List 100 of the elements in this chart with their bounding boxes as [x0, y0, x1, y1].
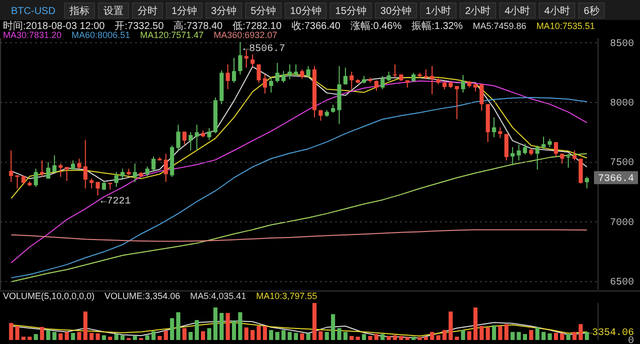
- bar: [34, 334, 38, 340]
- bar: [374, 334, 378, 340]
- bar: [560, 333, 564, 340]
- candlestick: [392, 64, 398, 78]
- candlestick: [120, 168, 125, 180]
- bar: [21, 336, 26, 340]
- candlestick: [350, 71, 354, 90]
- bar: [368, 336, 372, 340]
- bar: [424, 336, 428, 340]
- bar: [132, 336, 137, 340]
- bar: [498, 326, 502, 340]
- bar: [350, 336, 354, 340]
- candlestick: [34, 168, 38, 188]
- text: 开:7332.50: [114, 21, 164, 32]
- text: MA60:8006.51: [72, 30, 130, 40]
- bar: [486, 327, 490, 340]
- candlestick: [566, 153, 570, 168]
- candlestick: [454, 86, 459, 120]
- candlestick: [542, 136, 546, 150]
- bar: [442, 330, 447, 340]
- candlestick: [70, 160, 76, 171]
- bar: [9, 322, 14, 340]
- annotation: 7366.4: [598, 174, 634, 186]
- bar: [331, 314, 336, 340]
- bar: [436, 335, 440, 340]
- candlestick: [151, 156, 156, 171]
- candlestick: [554, 142, 558, 157]
- bar: [504, 324, 508, 340]
- y-tick-label: 6500: [610, 278, 634, 289]
- bar: [516, 332, 521, 340]
- bar: [102, 335, 106, 340]
- bar: [176, 312, 180, 340]
- bar: [356, 336, 360, 340]
- candlestick: [516, 144, 521, 161]
- bar: [170, 318, 174, 340]
- candlestick: [522, 143, 528, 155]
- candlestick: [232, 57, 236, 84]
- candlestick: [226, 64, 230, 90]
- text: MA30:7831.20: [3, 30, 62, 40]
- bar: [386, 336, 391, 340]
- bar: [306, 333, 310, 340]
- y-tick-label: 7000: [610, 218, 634, 229]
- y-tick-label: 8500: [610, 38, 634, 50]
- bar: [572, 332, 577, 340]
- text: 高:7378.40: [174, 20, 224, 32]
- bar: [232, 320, 236, 340]
- candlestick: [374, 80, 378, 92]
- candlestick: [182, 131, 186, 146]
- bar: [64, 332, 69, 340]
- candlestick: [83, 139, 88, 189]
- bar: [343, 332, 348, 340]
- bar: [164, 330, 168, 340]
- candlestick: [250, 54, 255, 68]
- candlestick: [46, 162, 50, 180]
- bar: [529, 330, 534, 340]
- candlestick: [492, 116, 496, 138]
- candlestick: [294, 64, 298, 76]
- text: VOLUME:3,354.06: [104, 291, 180, 301]
- text: BTC-USD: [11, 6, 56, 17]
- candlestick: [9, 150, 14, 182]
- text: MA360:6932.07: [214, 30, 278, 40]
- text: 4小时: [544, 5, 570, 17]
- text: MA5:4,035.41: [190, 291, 246, 301]
- bar: [294, 332, 298, 340]
- candlestick: [318, 110, 323, 122]
- candlestick: [90, 178, 94, 189]
- text: 时间:2018-08-03 12:00: [3, 20, 106, 32]
- bar: [392, 335, 398, 340]
- candlestick: [176, 124, 180, 152]
- candlestick: [560, 153, 564, 164]
- candlestick: [281, 70, 286, 84]
- bar: [324, 332, 329, 340]
- candlestick: [300, 68, 304, 80]
- bar: [492, 325, 496, 340]
- candlestick: [275, 62, 280, 84]
- y-tick-label: 7500: [610, 158, 634, 170]
- bar: [554, 332, 558, 340]
- candlestick: [461, 74, 466, 94]
- text: 2小时: [465, 5, 491, 17]
- bar: [52, 332, 56, 340]
- bar: [220, 312, 224, 340]
- text: 15分钟: [335, 5, 366, 17]
- y-tick-label: 8000: [610, 98, 634, 110]
- bar: [151, 331, 156, 340]
- bar: [288, 332, 292, 340]
- candlestick: [114, 172, 118, 188]
- bar: [535, 327, 540, 340]
- text: 1小时: [426, 5, 452, 17]
- candlestick: [77, 158, 82, 170]
- bar: [40, 326, 44, 340]
- candlestick: [430, 66, 434, 95]
- candlestick: [343, 67, 348, 85]
- candlestick: [40, 160, 44, 178]
- y-tick-label: 0: [628, 336, 634, 344]
- text: 收:7366.40: [292, 21, 341, 32]
- bar: [90, 332, 94, 340]
- bar: [46, 330, 50, 340]
- bar: [28, 336, 32, 340]
- candlestick: [194, 124, 199, 152]
- candlestick: [256, 64, 261, 84]
